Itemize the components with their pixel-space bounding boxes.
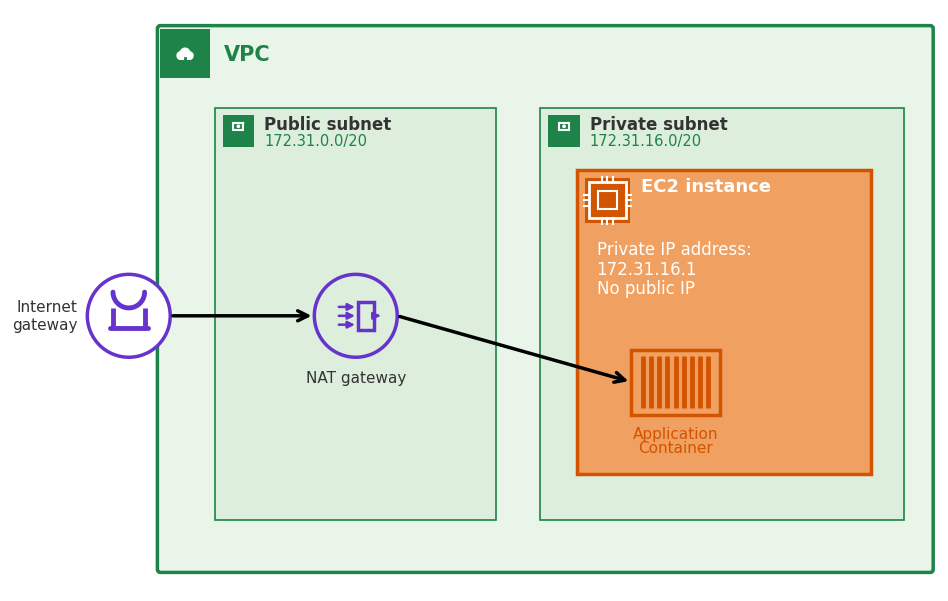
FancyBboxPatch shape — [180, 60, 190, 67]
Text: Private subnet: Private subnet — [590, 117, 727, 134]
Text: No public IP: No public IP — [596, 280, 695, 298]
Text: Container: Container — [638, 441, 713, 456]
Circle shape — [563, 125, 565, 127]
Circle shape — [180, 48, 190, 58]
FancyBboxPatch shape — [548, 115, 580, 147]
Text: Private IP address:: Private IP address: — [596, 241, 752, 259]
FancyBboxPatch shape — [631, 350, 720, 415]
FancyBboxPatch shape — [223, 115, 254, 147]
Circle shape — [185, 52, 193, 59]
FancyBboxPatch shape — [577, 169, 871, 474]
FancyBboxPatch shape — [540, 108, 903, 520]
Text: Internet: Internet — [16, 300, 78, 316]
Text: Application: Application — [633, 427, 719, 442]
Text: gateway: gateway — [12, 318, 78, 333]
FancyBboxPatch shape — [233, 123, 244, 130]
Text: 172.31.0.0/20: 172.31.0.0/20 — [264, 133, 367, 148]
Circle shape — [237, 125, 240, 127]
FancyBboxPatch shape — [559, 123, 569, 130]
FancyBboxPatch shape — [157, 26, 933, 572]
Circle shape — [182, 56, 188, 62]
Text: NAT gateway: NAT gateway — [305, 371, 406, 386]
Text: VPC: VPC — [224, 45, 270, 66]
Text: Public subnet: Public subnet — [264, 117, 392, 134]
Circle shape — [177, 52, 185, 59]
FancyBboxPatch shape — [214, 108, 496, 520]
Text: 172.31.16.1: 172.31.16.1 — [596, 260, 697, 278]
Text: EC2 instance: EC2 instance — [641, 178, 771, 197]
Text: 172.31.16.0/20: 172.31.16.0/20 — [590, 133, 702, 148]
FancyBboxPatch shape — [160, 29, 210, 78]
Circle shape — [315, 274, 397, 357]
FancyBboxPatch shape — [585, 178, 630, 223]
Circle shape — [87, 274, 171, 357]
